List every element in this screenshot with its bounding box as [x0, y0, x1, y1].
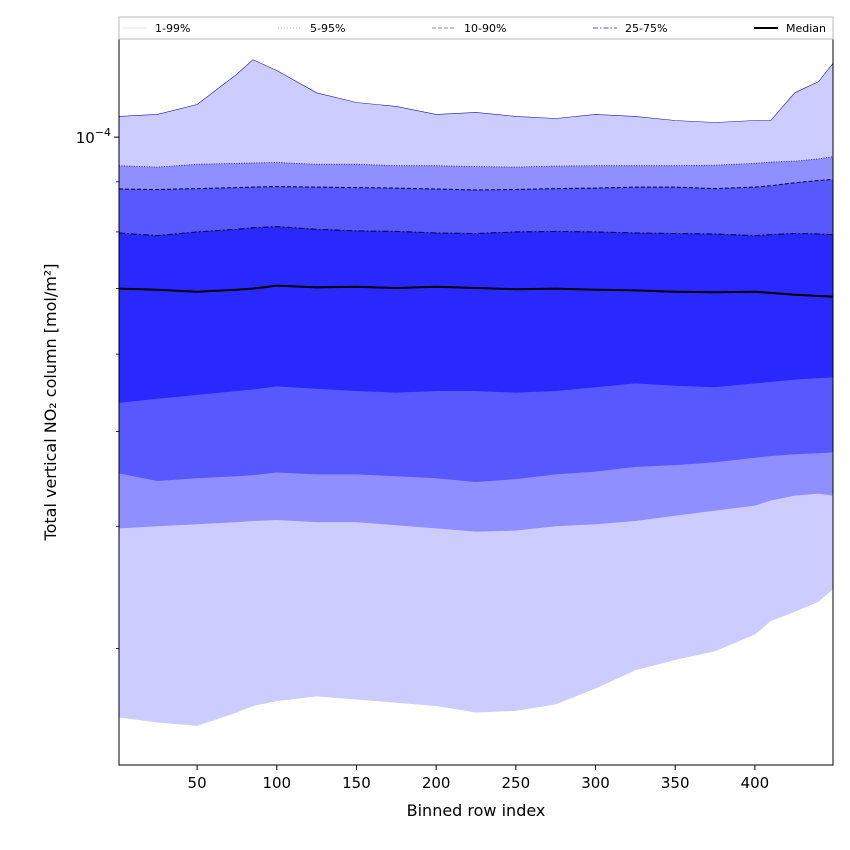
percentile-bands	[119, 59, 833, 726]
y-tick-label: 10−4	[76, 126, 111, 147]
legend-box	[118, 16, 834, 40]
x-tick-label: 350	[661, 774, 690, 792]
x-tick-label: 250	[502, 774, 531, 792]
legend-label: 25-75%	[625, 22, 667, 35]
x-tick-label: 200	[422, 774, 451, 792]
line-p99	[118, 59, 834, 123]
x-tick-label: 50	[188, 774, 207, 792]
x-tick-label: 300	[581, 774, 610, 792]
legend-label: 5-95%	[310, 22, 345, 35]
x-axis-label: Binned row index	[407, 801, 546, 820]
x-tick-label: 400	[741, 774, 770, 792]
line-p75	[118, 226, 834, 237]
legend: 1-99% 5-95% 10-90% 25-75% Median	[118, 16, 834, 40]
legend-label: Median	[786, 22, 826, 35]
line-p90	[118, 179, 834, 191]
band-25-75	[119, 226, 833, 403]
x-tick-label: 150	[342, 774, 371, 792]
legend-label: 10-90%	[464, 22, 506, 35]
legend-label: 1-99%	[155, 22, 190, 35]
y-axis-label: Total vertical NO₂ column [mol/m²]	[41, 264, 60, 542]
x-tick-label: 100	[262, 774, 291, 792]
y-axis: 10−4	[76, 126, 119, 649]
percentile-lines	[118, 59, 834, 298]
line-median	[118, 284, 834, 298]
x-axis: 50 100 150 200 250 300 350 400	[188, 765, 770, 792]
